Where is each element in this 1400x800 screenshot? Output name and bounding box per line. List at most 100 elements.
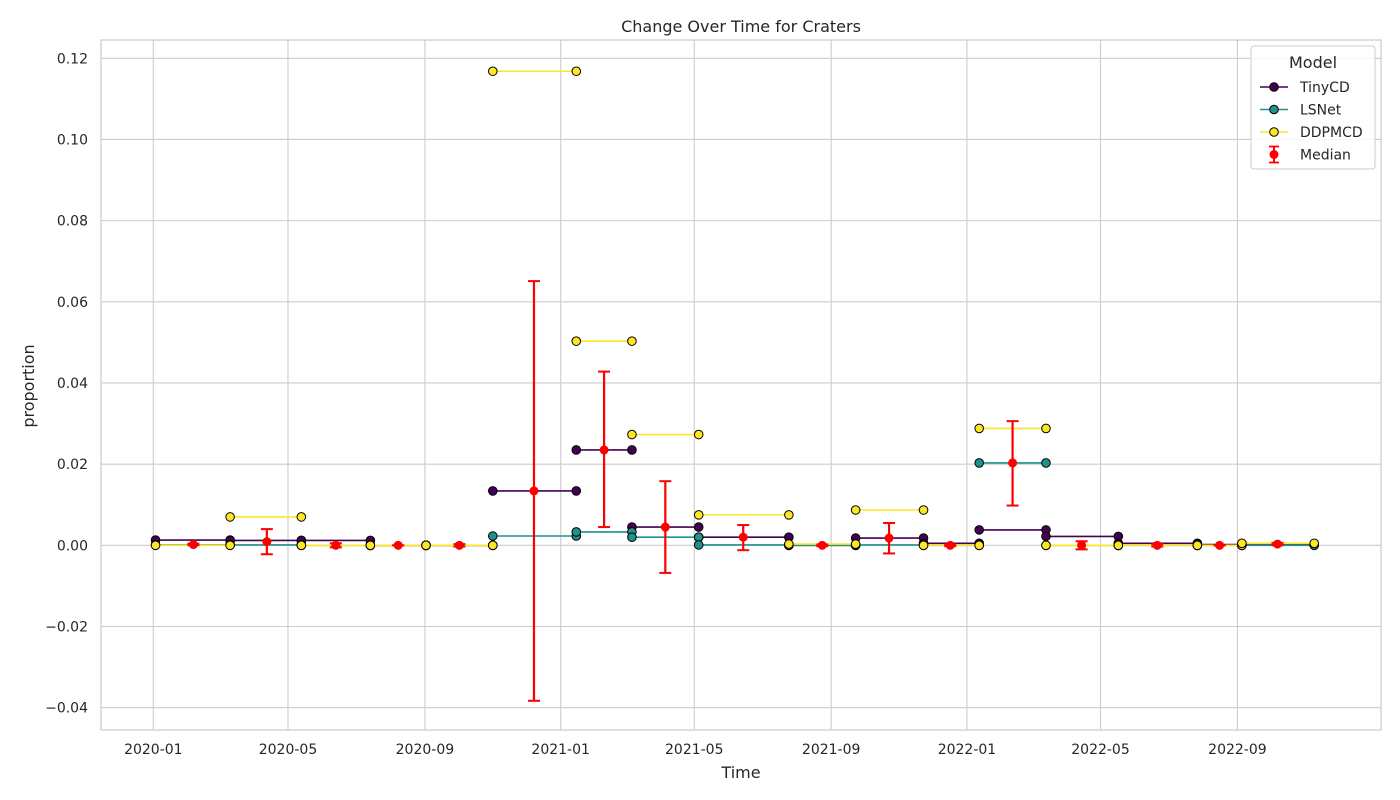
- median-point: [1152, 540, 1162, 550]
- data-point: [627, 445, 637, 455]
- median-point: [188, 540, 198, 550]
- data-point: [571, 527, 582, 537]
- data-point: [850, 539, 861, 549]
- x-tick-label: 2021-09: [802, 742, 861, 758]
- data-point: [1309, 538, 1320, 549]
- legend-label: Median: [1300, 148, 1351, 164]
- data-point: [225, 512, 235, 522]
- y-tick-label: 0.02: [57, 457, 88, 473]
- data-point: [627, 429, 637, 440]
- median-point-group: [187, 540, 200, 550]
- x-tick-label: 2020-05: [259, 742, 318, 758]
- median-point-group: [1151, 540, 1164, 550]
- x-tick-label: 2022-01: [938, 742, 997, 758]
- median-point-group: [329, 540, 342, 550]
- legend-label: TinyCD: [1299, 80, 1350, 96]
- x-tick-labels: 2020-01 2020-05 2020-09 2021-01 2021-05 2021-…: [124, 742, 1267, 758]
- x-tick-label: 2020-01: [124, 742, 183, 758]
- legend-entry-lsnet: LSNet: [1260, 103, 1342, 119]
- y-tick-label: 0.06: [57, 295, 88, 311]
- median-point-group: [737, 524, 750, 552]
- data-point: [784, 510, 794, 520]
- median-point-group: [527, 280, 540, 702]
- data-point: [974, 458, 984, 468]
- median-point: [1215, 540, 1225, 550]
- legend-swatch-marker: [1269, 82, 1279, 92]
- data-point: [487, 486, 498, 496]
- median-point: [599, 445, 609, 455]
- data-point: [225, 540, 235, 551]
- x-axis-label: Time: [720, 763, 760, 782]
- y-tick-label: −0.04: [45, 701, 88, 717]
- median-point: [1272, 539, 1282, 549]
- y-tick-label: 0.10: [57, 132, 88, 148]
- median-point-group: [598, 370, 611, 529]
- legend: Model TinyCD LSNet DDPMCD Median: [1250, 45, 1376, 170]
- x-tick-label: 2020-09: [396, 742, 455, 758]
- series-ddpmcd: [150, 66, 1320, 551]
- data-point: [571, 486, 582, 496]
- median-point-group: [260, 528, 273, 556]
- median-point-group: [1213, 540, 1226, 550]
- median-point: [1008, 458, 1018, 468]
- y-tick-label: 0.00: [57, 538, 88, 554]
- data-point: [693, 540, 704, 550]
- data-point: [150, 540, 161, 551]
- data-point: [784, 539, 794, 549]
- legend-swatch-marker: [1269, 104, 1279, 115]
- data-point: [571, 66, 582, 77]
- x-tick-label: 2021-05: [665, 742, 724, 758]
- legend-label: DDPMCD: [1300, 125, 1363, 141]
- median-point: [738, 532, 748, 542]
- median-point: [945, 540, 955, 550]
- data-point: [1237, 538, 1247, 549]
- legend-entry-tinycd: TinyCD: [1260, 80, 1350, 96]
- legend-box: [1250, 45, 1376, 170]
- data-point: [1113, 540, 1124, 551]
- median-point: [884, 533, 894, 543]
- data-point: [1041, 423, 1051, 434]
- data-point: [693, 510, 704, 520]
- data-point: [487, 531, 498, 541]
- median-point-group: [883, 522, 896, 555]
- data-point: [918, 540, 929, 551]
- legend-entry-ddpmcd: DDPMCD: [1260, 125, 1363, 141]
- median-point-group: [816, 540, 829, 550]
- data-point: [296, 512, 307, 522]
- data-point: [627, 532, 637, 543]
- median-point-group: [392, 540, 405, 550]
- median-point-group: [1006, 420, 1019, 507]
- data-point: [693, 429, 704, 440]
- data-point: [850, 505, 861, 515]
- median-point: [454, 540, 464, 550]
- data-point: [974, 423, 984, 434]
- data-point: [365, 540, 376, 551]
- x-tick-label: 2022-05: [1071, 742, 1130, 758]
- data-point: [1192, 540, 1203, 551]
- data-point: [693, 522, 704, 532]
- legend-swatch-marker: [1269, 150, 1279, 159]
- data-point: [296, 540, 307, 551]
- chart-title: Change Over Time for Craters: [621, 17, 861, 36]
- legend-swatch-marker: [1269, 127, 1279, 137]
- median-point-group: [1271, 539, 1284, 549]
- plot-frame: [100, 39, 1382, 731]
- data-point: [974, 525, 984, 535]
- median-point: [331, 540, 341, 550]
- legend-label: LSNet: [1300, 103, 1342, 119]
- data-point: [487, 540, 498, 551]
- median-point: [660, 522, 670, 532]
- y-tick-label: 0.08: [57, 214, 88, 230]
- data-point: [974, 540, 984, 551]
- median-point: [529, 486, 539, 496]
- median-point-group: [1075, 540, 1088, 551]
- y-tick-label: −0.02: [45, 620, 88, 636]
- y-tick-label: 0.12: [57, 51, 88, 67]
- data-point: [1041, 458, 1051, 468]
- legend-entry-median: Median: [1269, 145, 1351, 164]
- x-tick-label: 2021-01: [531, 742, 590, 758]
- data-point: [571, 445, 582, 455]
- data-point: [487, 66, 498, 77]
- data-point: [421, 540, 431, 551]
